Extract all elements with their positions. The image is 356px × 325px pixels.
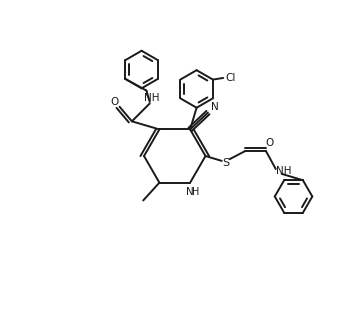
Text: S: S (222, 158, 229, 167)
Text: Cl: Cl (225, 73, 236, 83)
Text: O: O (265, 138, 273, 148)
Text: O: O (111, 97, 119, 107)
Text: N: N (211, 102, 219, 112)
Text: NH: NH (143, 93, 159, 103)
Text: N: N (186, 187, 194, 197)
Text: H: H (192, 187, 200, 197)
Text: NH: NH (276, 166, 292, 176)
